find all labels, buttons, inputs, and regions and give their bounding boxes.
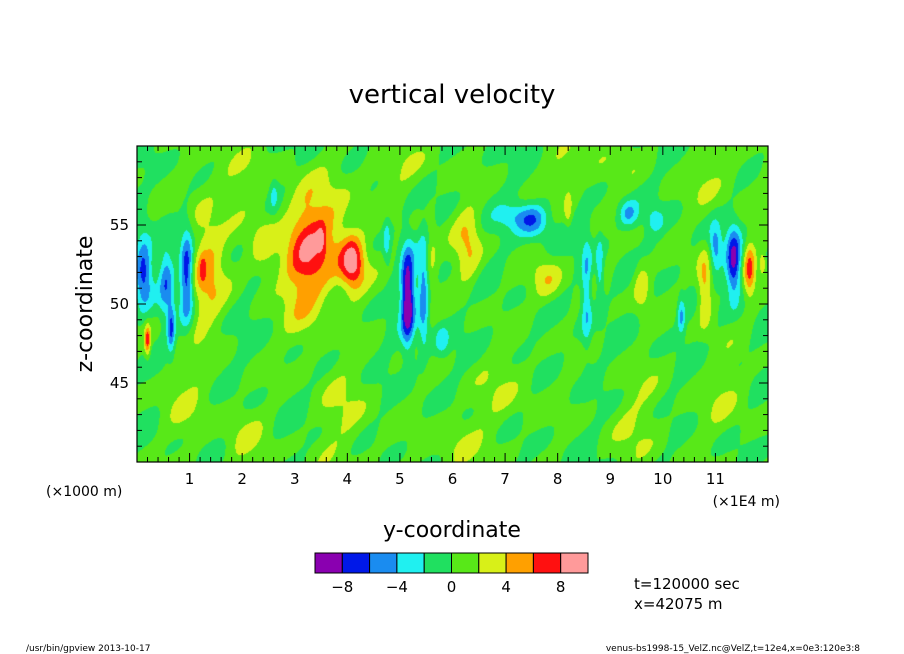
y-tick-label: 45 bbox=[110, 374, 129, 392]
chart-title: vertical velocity bbox=[349, 80, 556, 110]
x-tick-label: 7 bbox=[500, 470, 510, 488]
x-axis-unit-right: (×1E4 m) bbox=[713, 494, 780, 510]
x-axis-tick-labels: 1 2 3 4 5 6 7 8 9 10 11 bbox=[185, 470, 725, 488]
colorbar: −8 −4 0 4 8 bbox=[314, 552, 589, 596]
y-axis-ticks bbox=[137, 161, 768, 447]
x-tick-label: 10 bbox=[653, 470, 672, 488]
footer-right: venus-bs1998-15_VelZ.nc@VelZ,t=12e4,x=0e… bbox=[606, 644, 860, 654]
x-tick-label: 1 bbox=[185, 470, 195, 488]
x-tick-label: 8 bbox=[553, 470, 563, 488]
heatmap-field bbox=[137, 146, 768, 462]
x-tick-label: 2 bbox=[237, 470, 247, 488]
y-tick-label: 55 bbox=[110, 216, 129, 234]
colorbar-swatch bbox=[314, 552, 343, 574]
colorbar-swatch bbox=[560, 552, 589, 574]
colorbar-swatch bbox=[505, 552, 534, 574]
x-tick-label: 3 bbox=[290, 470, 300, 488]
y-axis-tick-labels: 45 50 55 bbox=[110, 216, 129, 392]
colorbar-tick-label: 8 bbox=[556, 578, 566, 596]
colorbar-tick-label: −8 bbox=[331, 578, 353, 596]
x-axis-label: y-coordinate bbox=[383, 518, 521, 543]
x-tick-label: 5 bbox=[395, 470, 405, 488]
x-tick-label: 9 bbox=[605, 470, 615, 488]
footer-left: /usr/bin/gpview 2013-10-17 bbox=[26, 644, 150, 654]
x-axis-ticks bbox=[147, 146, 758, 462]
colorbar-swatch bbox=[532, 552, 562, 574]
colorbar-tick-label: 4 bbox=[501, 578, 511, 596]
colorbar-swatch bbox=[369, 552, 398, 574]
colorbar-swatch bbox=[451, 552, 480, 574]
x-tick-label: 11 bbox=[706, 470, 725, 488]
colorbar-swatch bbox=[478, 552, 507, 574]
x-axis-unit-left: (×1000 m) bbox=[46, 484, 122, 500]
colorbar-swatch bbox=[423, 552, 453, 574]
colorbar-tick-label: 0 bbox=[447, 578, 457, 596]
colorbar-tick-label: −4 bbox=[386, 578, 408, 596]
y-axis-label: z-coordinate bbox=[73, 236, 98, 373]
x-tick-label: 4 bbox=[343, 470, 353, 488]
x-tick-label: 6 bbox=[448, 470, 458, 488]
y-tick-label: 50 bbox=[110, 295, 129, 313]
info-time: t=120000 sec bbox=[634, 575, 740, 593]
colorbar-swatch bbox=[341, 552, 371, 574]
colorbar-swatch bbox=[396, 552, 425, 574]
info-position: x=42075 m bbox=[634, 595, 723, 613]
